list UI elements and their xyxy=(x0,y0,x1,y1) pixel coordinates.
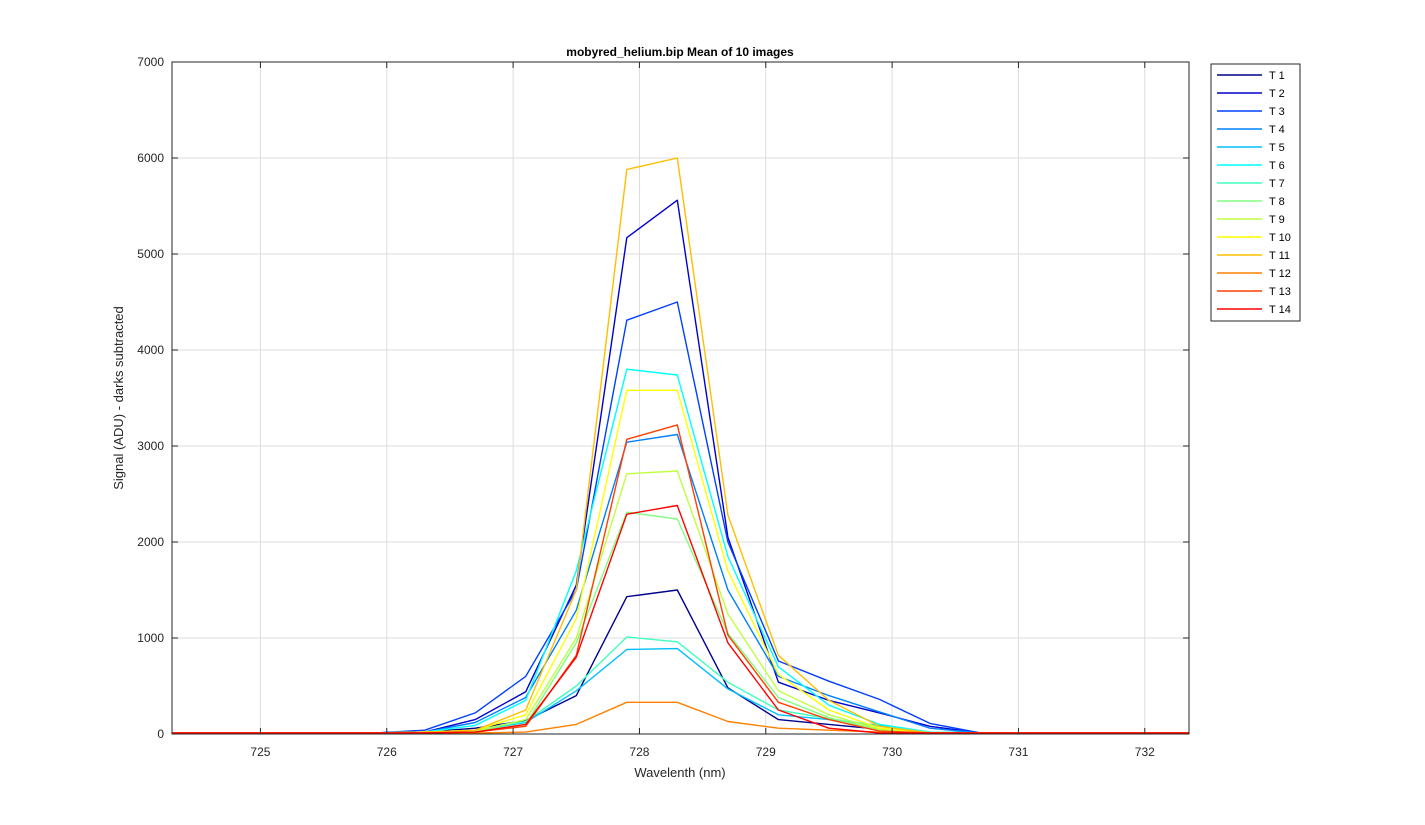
legend-label: T 1 xyxy=(1269,70,1285,82)
x-tick-label: 730 xyxy=(882,745,902,759)
ticks: 725 726 727 728 729 730 731 732 0 1000 2000 3000 400… xyxy=(137,55,1189,759)
legend-label: T 3 xyxy=(1269,106,1285,118)
legend-label: T 7 xyxy=(1269,178,1285,190)
y-tick-label: 5000 xyxy=(137,247,164,261)
x-axis-label: Wavelenth (nm) xyxy=(634,765,725,780)
legend-label: T 12 xyxy=(1269,268,1291,280)
series-layer xyxy=(172,157,1189,734)
legend-label: T 2 xyxy=(1269,88,1285,100)
legend-label: T 11 xyxy=(1269,250,1290,262)
legend-label: T 9 xyxy=(1269,214,1285,226)
y-tick-label: 3000 xyxy=(137,439,164,453)
y-tick-label: 0 xyxy=(157,727,164,741)
x-tick-label: 726 xyxy=(377,745,397,759)
legend-label: T 8 xyxy=(1269,196,1285,208)
y-tick-label: 1000 xyxy=(137,631,164,645)
legend-box xyxy=(1210,63,1301,322)
x-tick-label: 725 xyxy=(250,745,270,759)
plot-frame xyxy=(171,61,1190,735)
plot-area xyxy=(172,62,1189,734)
legend-label: T 13 xyxy=(1269,286,1291,298)
y-tick-label: 4000 xyxy=(137,343,164,357)
chart-title: mobyred_helium.bip Mean of 10 images xyxy=(566,45,794,59)
legend-label: T 10 xyxy=(1269,232,1291,244)
legend-label: T 6 xyxy=(1269,160,1285,172)
series-line-14 xyxy=(172,504,1189,734)
y-tick-label: 7000 xyxy=(137,55,164,69)
x-tick-label: 728 xyxy=(629,745,649,759)
x-tick-label: 731 xyxy=(1008,745,1028,759)
y-tick-label: 2000 xyxy=(137,535,164,549)
legend-label: T 14 xyxy=(1269,304,1291,316)
y-axis-label: Signal (ADU) - darks subtracted xyxy=(111,306,126,490)
legend-label: T 4 xyxy=(1269,124,1285,136)
legend: T 1 T 2 T 3 T 4 T 5 T 6 T 7 T 8 T 9 T 10 T 11 T 12 T… xyxy=(1210,63,1301,322)
y-tick-label: 6000 xyxy=(137,151,164,165)
legend-label: T 5 xyxy=(1269,142,1285,154)
x-tick-label: 732 xyxy=(1135,745,1155,759)
x-tick-label: 729 xyxy=(756,745,776,759)
x-tick-label: 727 xyxy=(503,745,523,759)
